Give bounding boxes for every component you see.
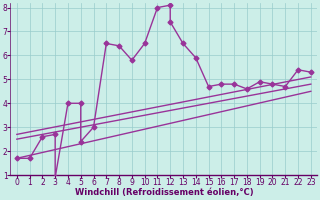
X-axis label: Windchill (Refroidissement éolien,°C): Windchill (Refroidissement éolien,°C) (75, 188, 253, 197)
